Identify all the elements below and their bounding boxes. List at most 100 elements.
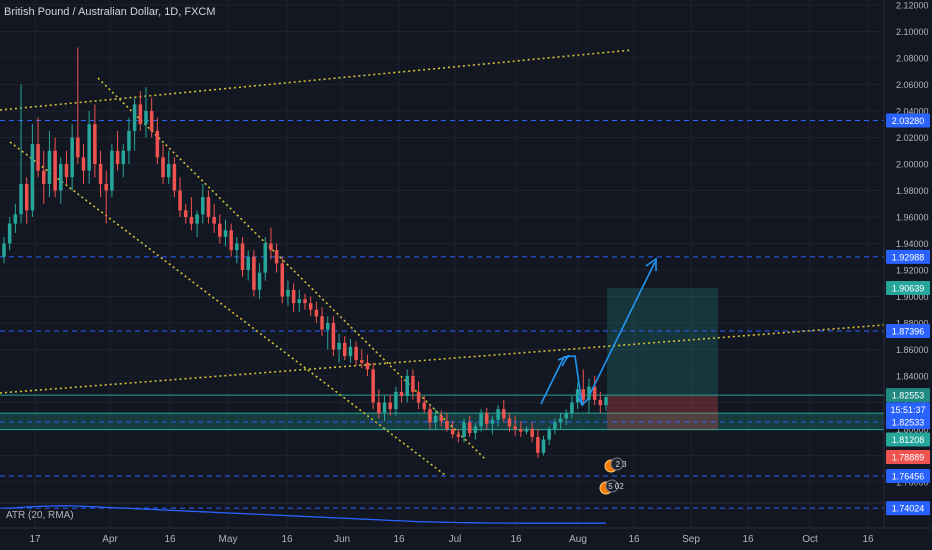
candle-body: [98, 164, 103, 184]
price-badge: [886, 113, 930, 128]
candle-body: [195, 214, 199, 224]
candle-body: [132, 104, 137, 131]
time-tick-label: 16: [281, 534, 293, 545]
candle-body: [172, 164, 177, 191]
time-tick-label: 16: [164, 534, 176, 545]
candle-body: [127, 130, 131, 151]
trend-line: [9, 141, 446, 476]
arrow-head: [645, 257, 657, 271]
horizontal-levels: [0, 120, 884, 509]
candle-body: [530, 429, 534, 437]
zone-stop: [607, 395, 718, 430]
candle-body: [399, 391, 404, 396]
candle-body: [286, 289, 290, 297]
zone-support: [0, 413, 884, 430]
candle-body: [19, 183, 23, 215]
price-badges: 2.03280 1.92988 1.87396 1.82553 1.76456 1.740…: [886, 113, 930, 516]
candle-body: [166, 164, 171, 178]
candle-body: [394, 391, 398, 410]
candle-body: [93, 124, 97, 164]
zones: [0, 288, 884, 431]
candle-body: [110, 150, 114, 191]
price-badge-label: 1.90639: [892, 284, 925, 294]
candle-body: [291, 289, 296, 304]
candle-body: [360, 360, 364, 363]
candle-body: [598, 399, 603, 406]
candle-body: [263, 243, 268, 273]
price-badge-label: 1.87396: [892, 327, 925, 337]
time-tick-label: 16: [510, 534, 522, 545]
candle-body: [87, 124, 91, 171]
price-tick-label: 1.94000: [896, 239, 929, 249]
candle-body: [473, 426, 478, 433]
candle-body: [507, 418, 512, 427]
trend-lines: [0, 49, 885, 476]
candle-body: [206, 197, 211, 217]
candle-body: [64, 164, 69, 178]
candle-body: [411, 376, 415, 392]
candle-body: [269, 243, 273, 251]
atr-line: [3, 505, 606, 524]
price-tick-label: 2.02000: [896, 133, 929, 143]
candle-body: [348, 346, 353, 357]
candle-body: [365, 362, 370, 370]
time-tick-label: Apr: [102, 534, 118, 545]
time-axis[interactable]: 17 Apr 16 May 16 Jun 16 Jul 16 Aug 16 Sep 16 Oct 16: [0, 527, 932, 545]
time-tick-label: Jul: [449, 534, 462, 545]
candle-body: [484, 413, 489, 424]
event-marker-label: 5 02: [608, 482, 624, 491]
price-badge-label: 1.76456: [892, 471, 925, 481]
atr-indicator-label[interactable]: ATR (20, RMA): [6, 510, 74, 521]
candle-body: [575, 389, 580, 403]
candle-body: [587, 386, 591, 400]
candle-body: [325, 323, 330, 330]
event-markers[interactable]: 2 3 5 02: [599, 457, 627, 495]
candle-body: [337, 342, 341, 350]
candle-body: [240, 243, 245, 270]
time-tick-label: May: [219, 534, 238, 545]
candle-body: [36, 144, 40, 171]
time-tick-label: Sep: [682, 534, 700, 545]
candle-body: [13, 214, 18, 224]
candle-body: [581, 389, 586, 400]
candle-body: [144, 111, 148, 125]
candle-body: [564, 413, 569, 419]
candle-body: [223, 230, 228, 237]
candle-body: [439, 415, 444, 422]
candle-body: [303, 299, 307, 304]
price-badge-label: 1.74024: [892, 504, 925, 514]
price-badge-label: 15:51:37: [890, 405, 925, 415]
candle-body: [161, 157, 165, 178]
candle-body: [104, 183, 108, 191]
price-badge: [886, 414, 930, 429]
candle-body: [2, 243, 6, 257]
candle-body: [502, 409, 506, 419]
price-badge-label: 1.92988: [892, 252, 925, 262]
candle-body: [218, 223, 222, 237]
price-badge: [886, 281, 930, 296]
candle-body: [229, 230, 233, 251]
candle-body: [201, 197, 205, 215]
price-tick-label: 1.84000: [896, 372, 929, 382]
trend-line: [0, 49, 633, 111]
candle-body: [178, 190, 182, 211]
price-tick-label: 1.86000: [896, 345, 929, 355]
time-tick-label: 16: [742, 534, 754, 545]
candle-body: [7, 223, 12, 244]
candle-body: [433, 415, 438, 423]
price-badge: [886, 388, 930, 403]
candle-body: [422, 402, 427, 410]
candle-body: [547, 429, 551, 440]
price-tick-label: 2.12000: [896, 1, 929, 11]
candle-body: [536, 436, 540, 453]
price-tick-label: 1.96000: [896, 213, 929, 223]
price-tick-label: 1.92000: [896, 266, 929, 276]
candle-body: [297, 299, 302, 304]
time-tick-label: Aug: [569, 534, 587, 545]
price-tick-label: 2.10000: [896, 27, 929, 37]
price-tick-label: 1.88000: [896, 319, 929, 329]
time-tick-label: 16: [393, 534, 405, 545]
projection-arrow: [540, 355, 583, 405]
price-badge: [886, 402, 930, 417]
